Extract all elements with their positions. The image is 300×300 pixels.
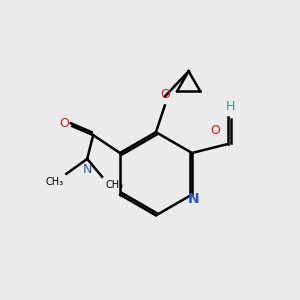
Text: CH₃: CH₃ — [105, 180, 123, 190]
Text: N: N — [82, 164, 92, 176]
Text: O: O — [160, 88, 170, 101]
Text: CH₃: CH₃ — [45, 177, 63, 187]
Text: O: O — [210, 124, 220, 137]
Text: O: O — [59, 117, 69, 130]
Text: N: N — [188, 192, 199, 206]
Text: H: H — [226, 100, 235, 113]
